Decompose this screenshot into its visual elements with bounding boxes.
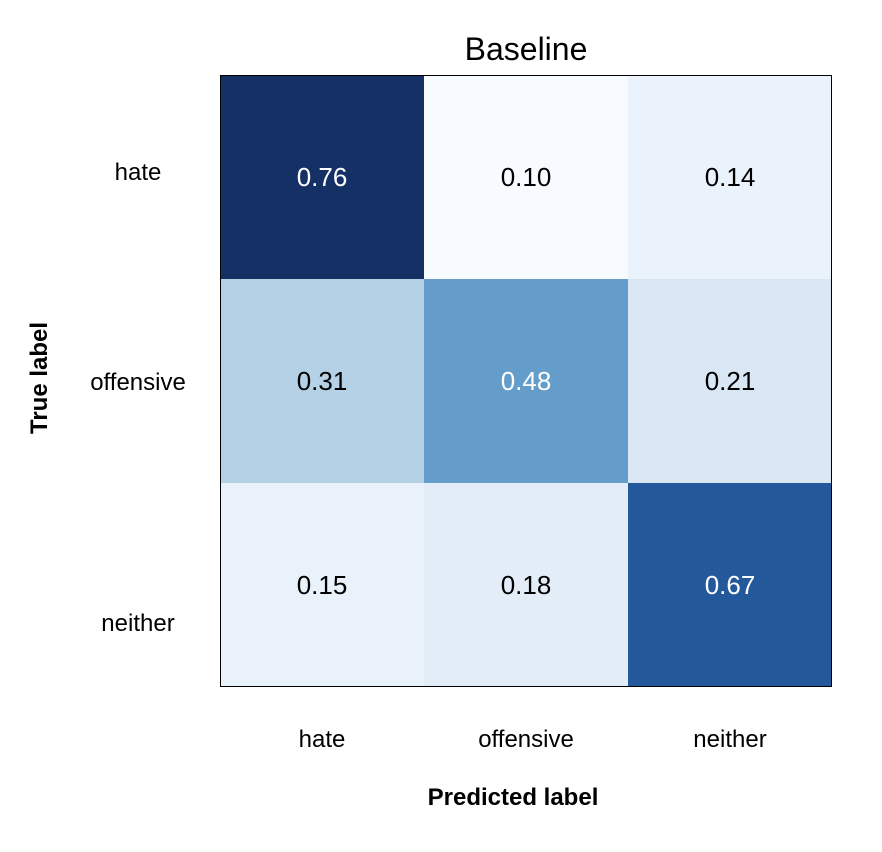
heatmap-cell-1-2 (628, 279, 832, 483)
cell-value-label-2-0: 0.15 (297, 570, 348, 600)
y-tick-label-1: offensive (90, 369, 186, 396)
x-tick-label-0: hate (299, 726, 346, 753)
y-tick-labels: hate offensive neither (90, 159, 186, 637)
cell-value-label-0-2: 0.14 (705, 162, 756, 192)
y-tick-label-0: hate (115, 159, 162, 186)
x-tick-labels: hate offensive neither (299, 726, 767, 753)
cell-value-label-1-2: 0.21 (705, 366, 756, 396)
plot-frame (220, 75, 832, 687)
x-axis-title: Predicted label (428, 784, 599, 811)
heatmap-cell-1-0 (220, 279, 424, 483)
y-axis-title: True label (26, 322, 53, 434)
cell-value-label-1-0: 0.31 (297, 366, 348, 396)
heatmap-cell-0-0 (220, 75, 424, 279)
heatmap-cell-2-2 (628, 483, 832, 687)
y-tick-label-2: neither (101, 610, 174, 637)
x-tick-label-2: neither (693, 726, 766, 753)
heatmap-cell-2-1 (424, 483, 628, 687)
heatmap-cell-2-0 (220, 483, 424, 687)
cell-value-label-1-1: 0.48 (501, 366, 552, 396)
cell-value-label-0-0: 0.76 (297, 162, 348, 192)
cell-value-label-0-1: 0.10 (501, 162, 552, 192)
chart-title: Baseline (465, 31, 588, 67)
heatmap-cell-0-1 (424, 75, 628, 279)
heatmap-cells: 0.76 0.10 0.14 0.31 0.48 0.21 0.15 0.18 0.67 (220, 75, 832, 687)
x-tick-label-1: offensive (478, 726, 574, 753)
heatmap-cell-1-1 (424, 279, 628, 483)
cell-value-label-2-2: 0.67 (705, 570, 756, 600)
heatmap-cell-0-2 (628, 75, 832, 279)
cell-value-label-2-1: 0.18 (501, 570, 552, 600)
